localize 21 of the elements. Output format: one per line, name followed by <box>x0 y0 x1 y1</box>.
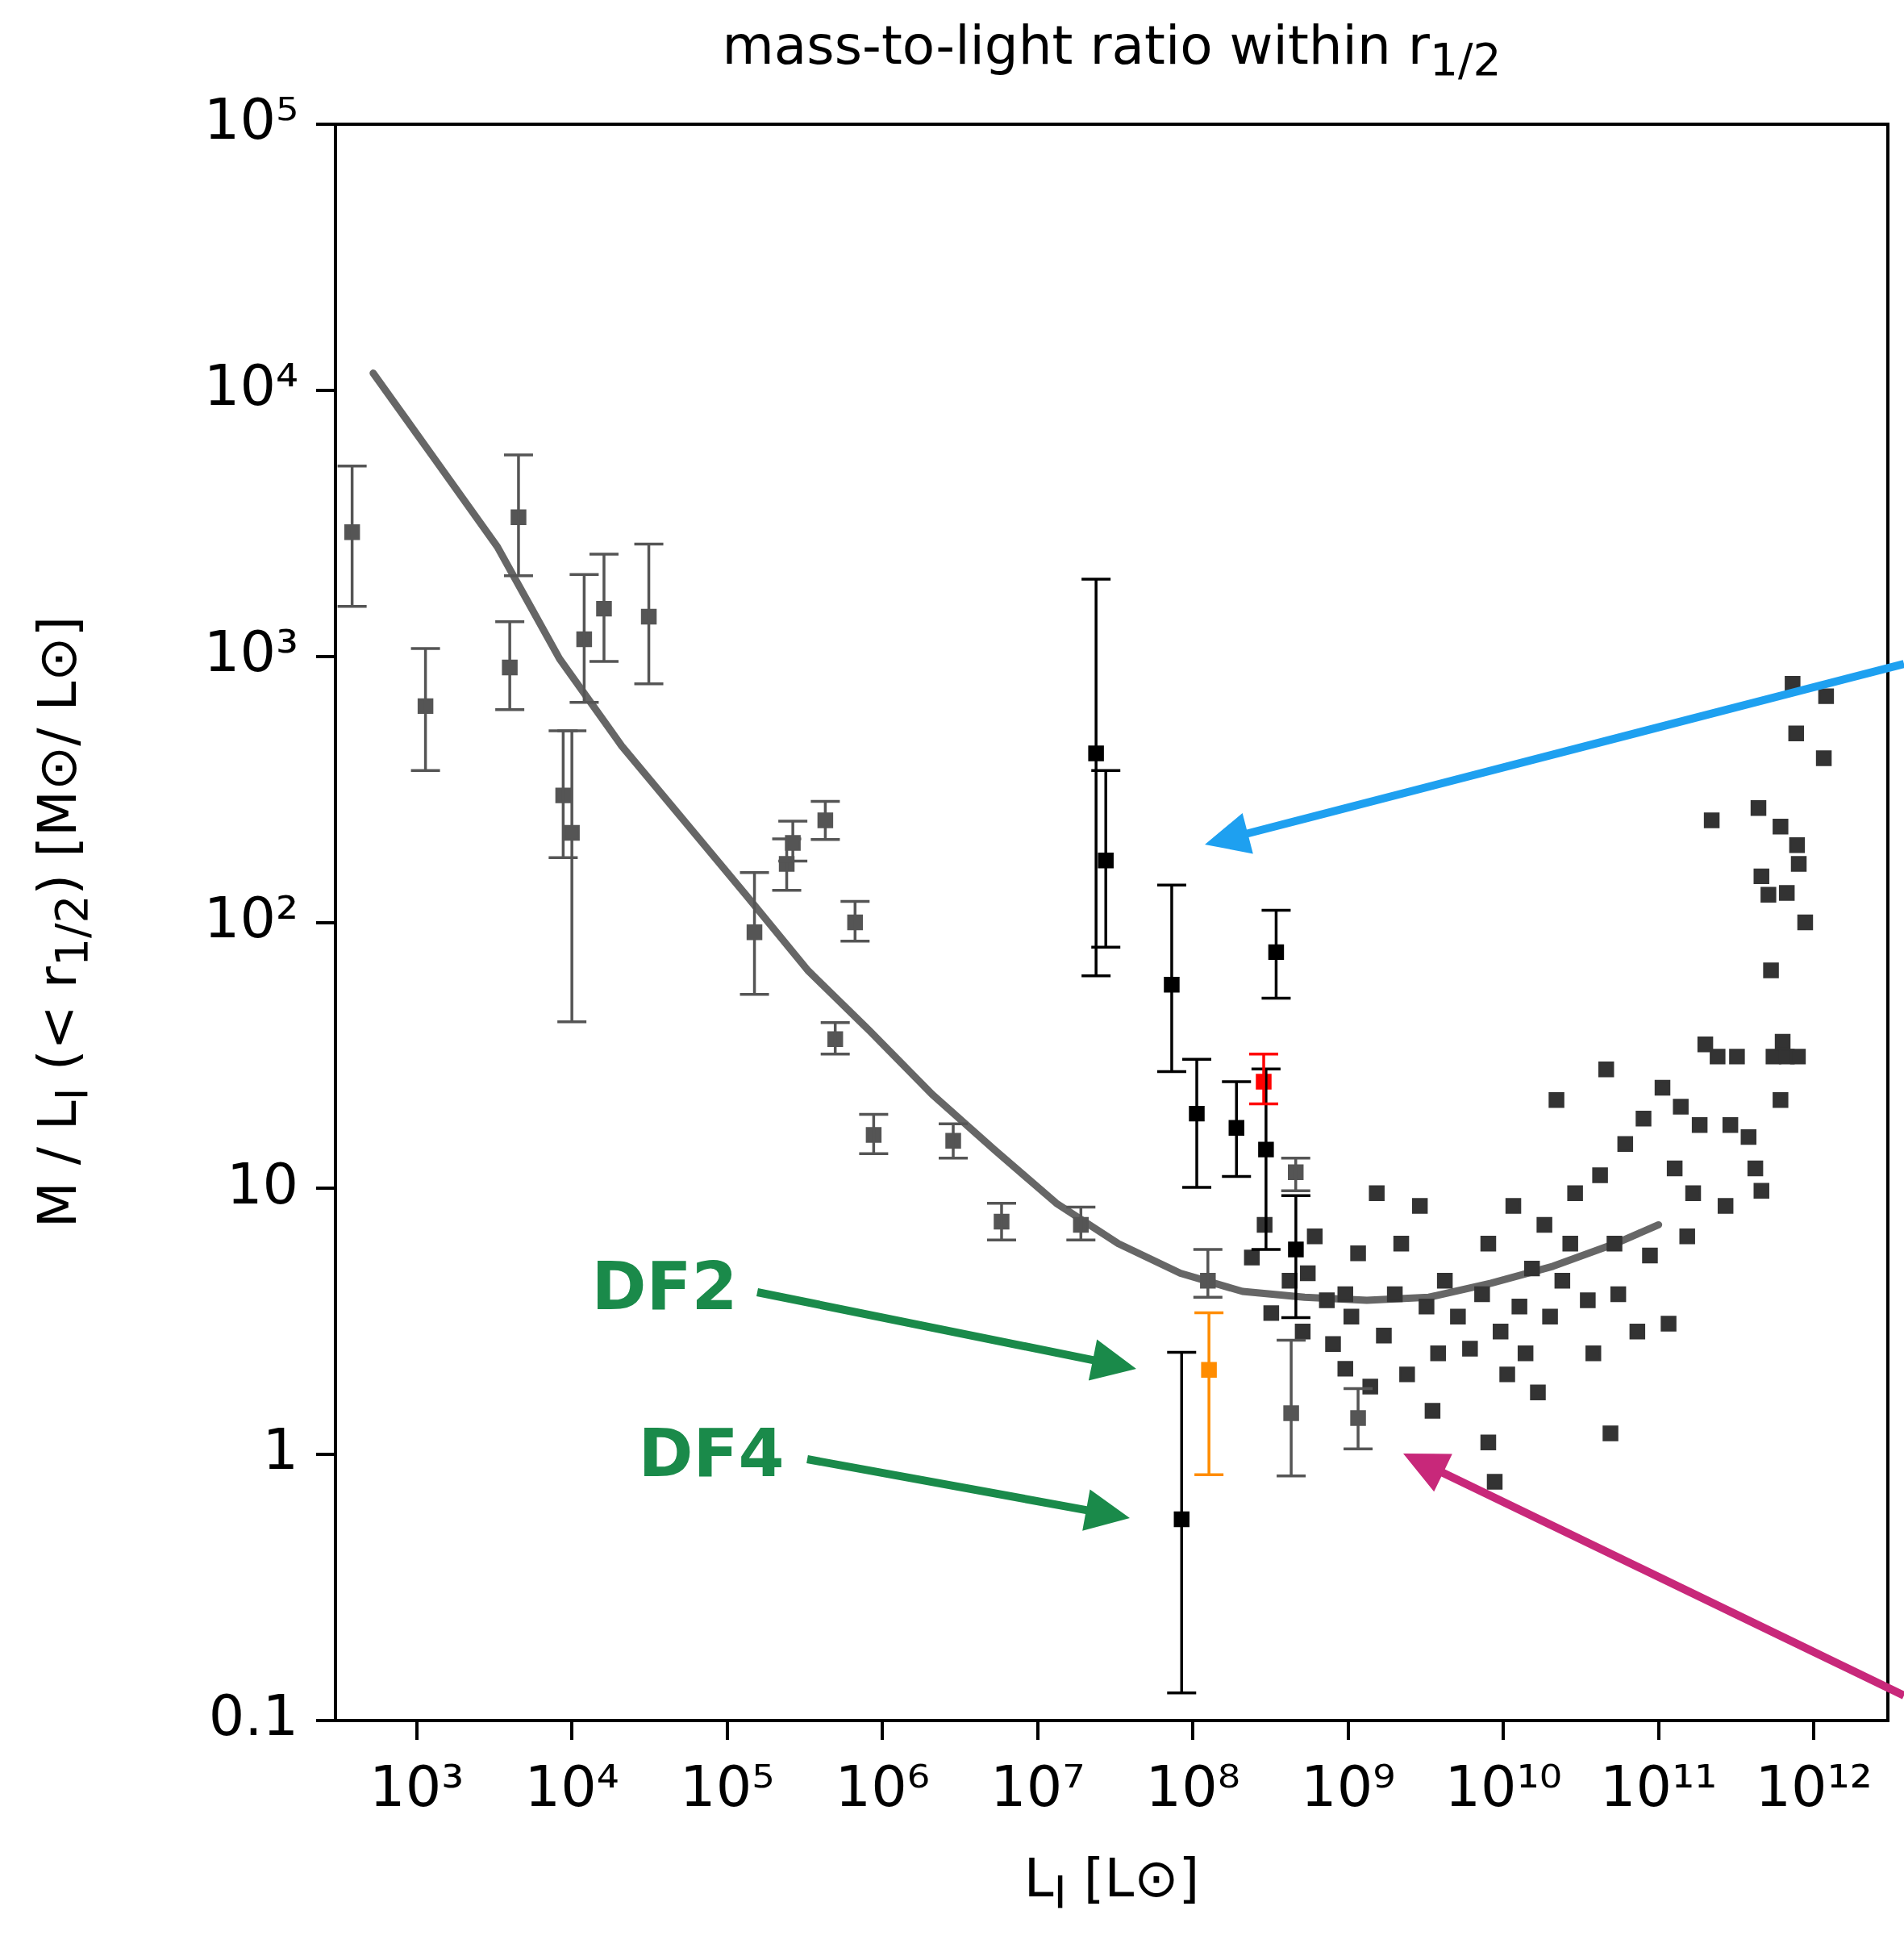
annotation: DF4 <box>638 1415 785 1492</box>
y-tick-label: 10² <box>203 884 298 951</box>
x-tick-label: 10¹² <box>1755 1754 1873 1821</box>
y-tick-label: 1 <box>262 1416 298 1483</box>
y-tick-label: 10³ <box>203 618 298 685</box>
x-tick-label: 10⁴ <box>524 1754 619 1821</box>
chart-title: mass-to-light ratio within r$_{1/2}$ <box>721 15 1502 86</box>
y-tick-label: 10⁵ <box>203 86 298 153</box>
x-tick-label: 10¹⁰ <box>1444 1754 1562 1821</box>
annotation: DF2 <box>591 1248 738 1325</box>
x-tick-label: 10⁹ <box>1301 1754 1396 1821</box>
x-tick-label: 10⁶ <box>835 1754 930 1821</box>
x-tick-label: 10⁷ <box>990 1754 1085 1821</box>
y-tick-label: 10⁴ <box>203 352 298 419</box>
x-tick-label: 10³ <box>369 1754 465 1821</box>
x-tick-label: 10¹¹ <box>1600 1754 1718 1821</box>
y-tick-label: 10 <box>226 1150 298 1217</box>
x-axis-title: L$_{I}$ [L⊙] <box>1023 1847 1201 1919</box>
y-tick-label: 0.1 <box>208 1683 298 1750</box>
x-tick-label: 10⁵ <box>680 1754 775 1821</box>
x-tick-label: 10⁸ <box>1145 1754 1240 1821</box>
